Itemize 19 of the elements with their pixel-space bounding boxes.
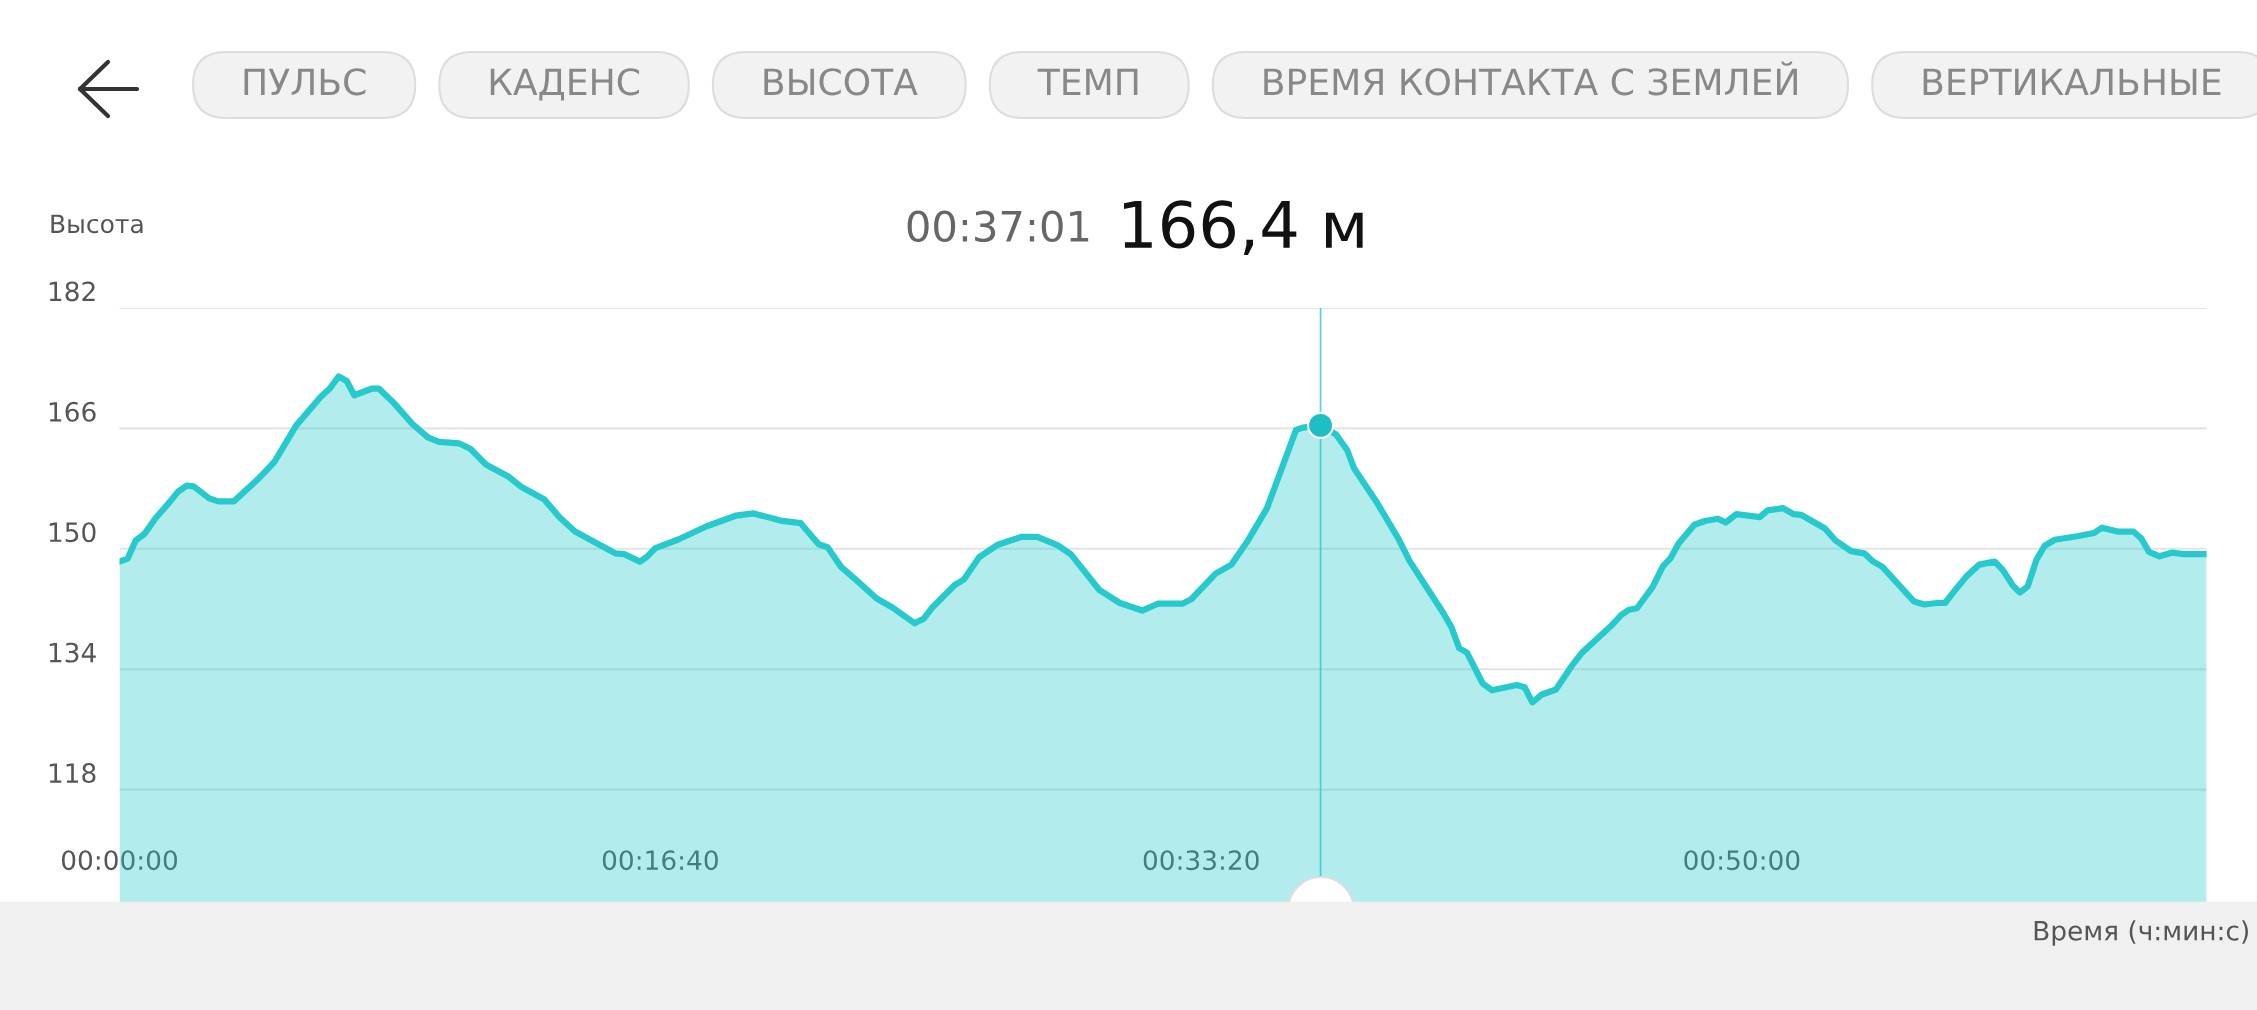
text: ПУЛЬС bbox=[244, 68, 366, 96]
text: ВРЕМЯ КОНТАКТА С ЗЕМЛЕЙ bbox=[1264, 61, 1797, 96]
x-tick-label: 00:00:00 bbox=[61, 850, 178, 871]
y-tick-label: 118 bbox=[49, 763, 96, 784]
x-tick-label: 00:50:00 bbox=[1684, 850, 1800, 871]
y-tick-label: 134 bbox=[49, 642, 96, 663]
y-tick-label: 150 bbox=[49, 522, 96, 543]
x-axis-title: Время (ч:мин:с) bbox=[2034, 920, 2248, 946]
text: ВЕРТИКАЛЬНЫЕ bbox=[1923, 68, 2221, 95]
y-axis-title: Высота bbox=[51, 214, 143, 234]
text: КАДЕНС bbox=[490, 68, 640, 101]
chart-subtitle: 166,4 м bbox=[1124, 200, 1363, 256]
y-tick-label: 182 bbox=[49, 281, 95, 302]
chart-title: 00:37:01 bbox=[907, 210, 1089, 243]
x-tick-label: 00:16:40 bbox=[602, 850, 718, 871]
text: ТЕМП bbox=[1037, 68, 1138, 95]
text: ВЫСОТА bbox=[764, 68, 918, 96]
y-tick-label: 166 bbox=[49, 401, 96, 422]
x-tick-label: 00:33:20 bbox=[1143, 850, 1259, 871]
